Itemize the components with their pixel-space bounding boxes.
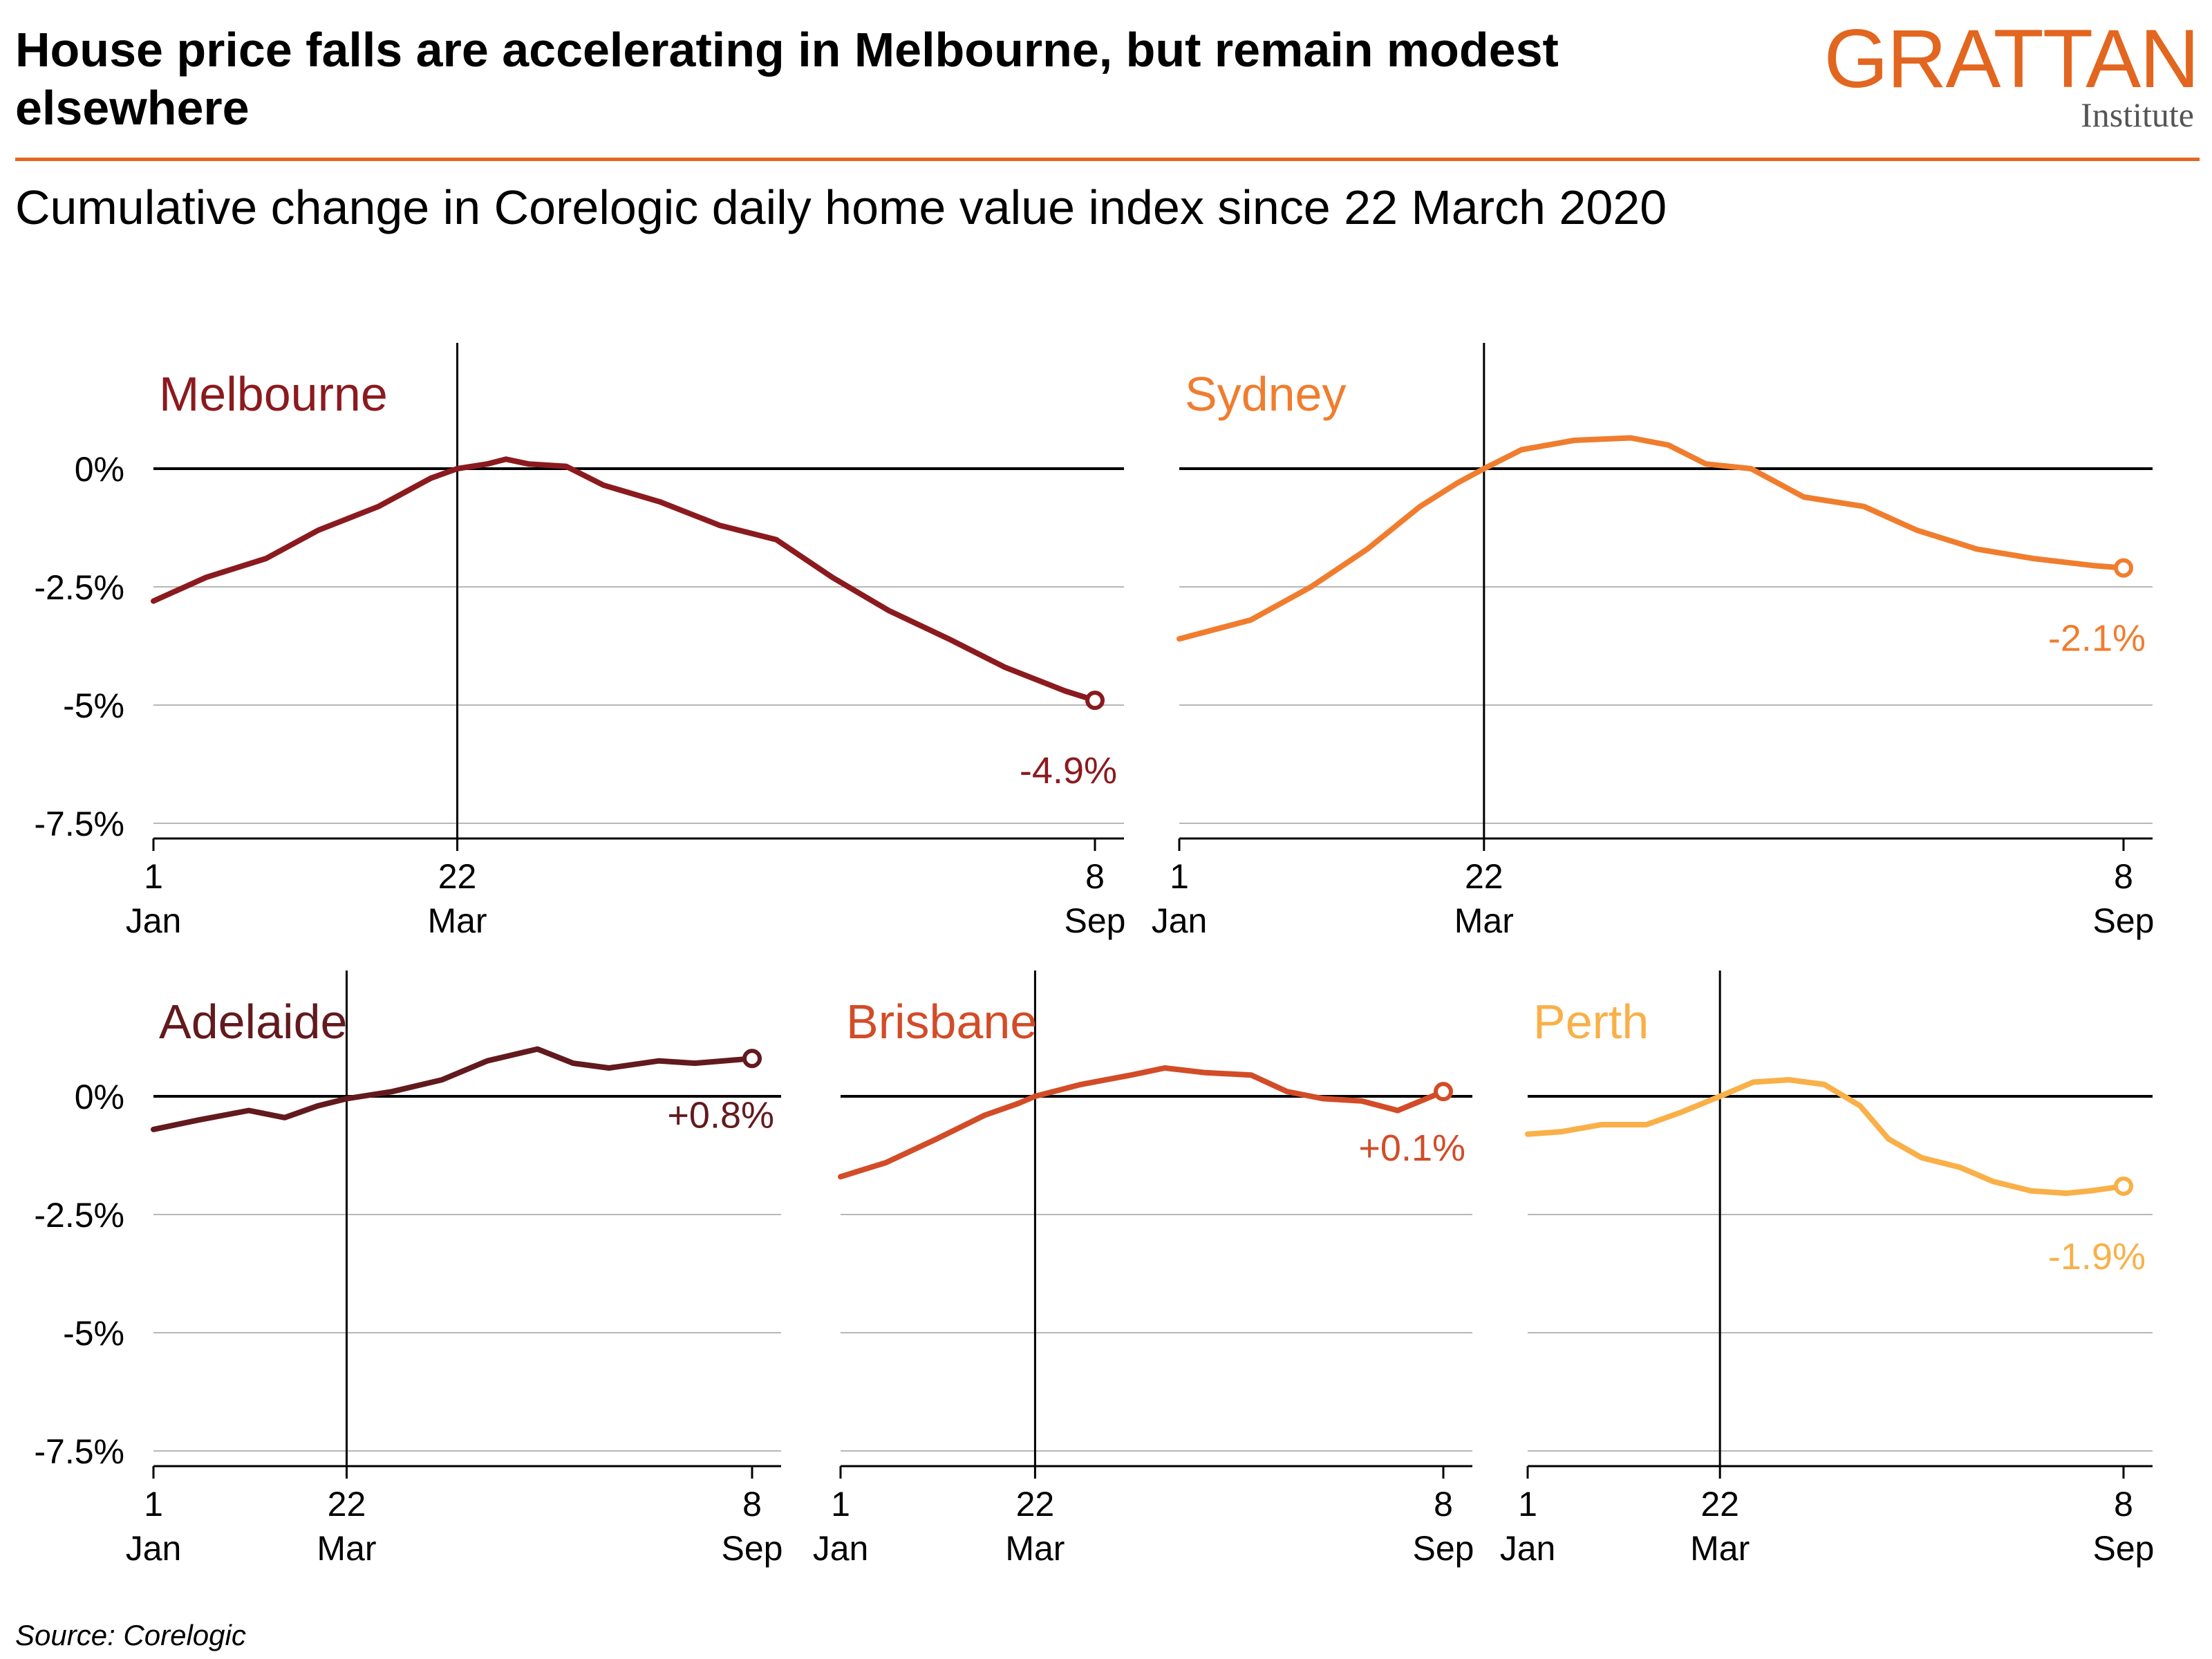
x-tick-label: 8: [2114, 1485, 2133, 1524]
end-point-marker: [2114, 1176, 2133, 1196]
series-line-sydney: [1177, 435, 2126, 642]
series-line-adelaide: [151, 1046, 755, 1132]
panel-title: Sydney: [1185, 367, 1346, 421]
x-tick-label: 8: [2114, 857, 2133, 896]
panel-title: Adelaide: [159, 995, 347, 1049]
logo-wordmark: GRATTAN: [1824, 12, 2200, 105]
end-point-marker: [1085, 691, 1105, 711]
x-tick-label: Mar: [1454, 901, 1514, 940]
panel-brisbane: 1 Jan 22 Mar 8 Sep Brisbane +0.1%: [813, 971, 1474, 1568]
x-tick-label: Jan: [1500, 1529, 1556, 1568]
x-tick-label: 1: [1518, 1485, 1537, 1524]
x-tick-label: Jan: [126, 1529, 182, 1568]
logo-subtext: Institute: [2081, 95, 2194, 134]
x-tick-label: 22: [1465, 857, 1503, 896]
x-tick-label: Mar: [427, 901, 487, 940]
y-tick-label: -5%: [63, 1314, 124, 1353]
chart-subtitle: Cumulative change in Corelogic daily hom…: [15, 180, 1667, 234]
end-point-marker: [2114, 558, 2133, 578]
panel-perth: 1 Jan 22 Mar 8 Sep Perth -1.9%: [1500, 971, 2155, 1568]
x-tick-label: Mar: [1005, 1529, 1065, 1568]
source-note: Source: Corelogic: [15, 1619, 246, 1651]
x-tick-label: 22: [1016, 1485, 1055, 1524]
panel-title: Brisbane: [846, 995, 1037, 1049]
series-line-perth: [1525, 1077, 2126, 1197]
x-tick-label: Sep: [2093, 901, 2155, 940]
x-tick-label: 1: [144, 857, 163, 896]
y-tick-label: 0%: [75, 1078, 124, 1116]
end-value-label: -1.9%: [2048, 1236, 2146, 1277]
end-value-label: -4.9%: [1020, 750, 1117, 791]
end-value-label: +0.8%: [667, 1094, 774, 1136]
panel-title: Melbourne: [159, 367, 388, 421]
y-tick-label: -7.5%: [34, 1432, 124, 1471]
x-tick-label: 8: [1434, 1485, 1453, 1524]
x-tick-label: 22: [1700, 1485, 1739, 1524]
x-tick-label: 1: [831, 1485, 850, 1524]
header-rule: [15, 158, 2200, 161]
y-tick-label: -2.5%: [34, 1196, 124, 1235]
x-tick-label: Mar: [317, 1529, 376, 1568]
x-tick-label: 22: [438, 857, 477, 896]
x-tick-label: Jan: [813, 1529, 869, 1568]
x-tick-label: 8: [1085, 857, 1105, 896]
x-tick-label: 1: [1170, 857, 1189, 896]
x-tick-label: Mar: [1690, 1529, 1750, 1568]
y-tick-label: -5%: [63, 686, 124, 725]
y-tick-label: -7.5%: [34, 805, 124, 843]
x-tick-label: Jan: [1152, 901, 1208, 940]
x-tick-label: Sep: [1065, 901, 1126, 940]
series-line-brisbane: [838, 1065, 1446, 1180]
end-value-label: +0.1%: [1358, 1127, 1465, 1169]
panel-melbourne: 0% -2.5% -5% -7.5% 1 Jan 22 Mar 8 Sep Melbourne -4.…: [34, 343, 1125, 940]
x-tick-label: Sep: [2093, 1529, 2155, 1568]
series-line-melbourne: [151, 456, 1098, 704]
end-point-marker: [742, 1049, 762, 1069]
x-tick-label: Sep: [722, 1529, 783, 1568]
y-tick-label: 0%: [75, 450, 124, 489]
x-tick-label: Sep: [1413, 1529, 1474, 1568]
panel-sydney: 1 Jan 22 Mar 8 Sep Sydney -2.1%: [1152, 343, 2155, 940]
y-tick-label: -2.5%: [34, 568, 124, 607]
x-tick-label: 22: [328, 1485, 366, 1524]
x-tick-label: Jan: [126, 901, 182, 940]
end-point-marker: [1434, 1082, 1453, 1102]
x-tick-label: 1: [144, 1485, 163, 1524]
grattan-logo: GRATTAN Institute: [1824, 12, 2200, 134]
panel-adelaide: 0% -2.5% -5% -7.5% 1 Jan 22 Mar 8 Sep Adelaide +0.8…: [34, 971, 782, 1568]
chart-title: House price falls are accelerating in Me…: [15, 23, 1559, 135]
x-tick-label: 8: [742, 1485, 762, 1524]
panel-title: Perth: [1533, 995, 1649, 1049]
end-value-label: -2.1%: [2048, 618, 2146, 659]
